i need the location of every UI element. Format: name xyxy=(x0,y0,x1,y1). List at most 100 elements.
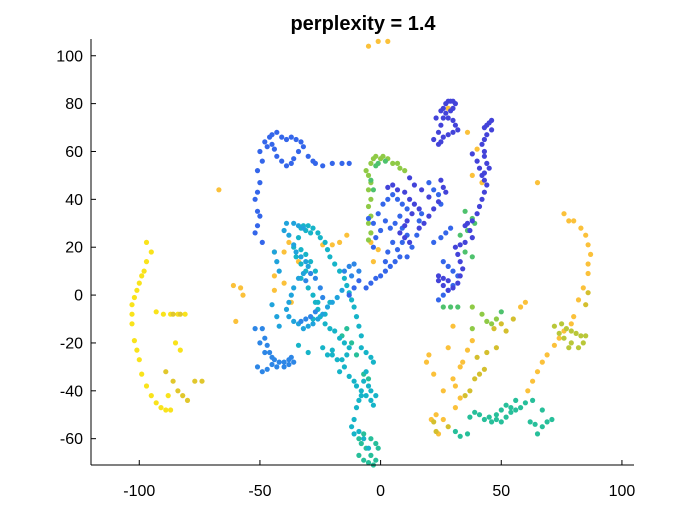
data-point xyxy=(283,220,290,226)
data-point xyxy=(534,180,541,186)
data-point xyxy=(486,165,492,171)
data-point xyxy=(532,421,538,427)
data-point xyxy=(382,158,388,164)
data-point xyxy=(450,129,456,135)
data-point xyxy=(390,160,396,166)
data-point xyxy=(291,220,297,226)
data-point xyxy=(262,139,268,145)
data-point xyxy=(329,347,335,353)
data-point xyxy=(293,254,299,260)
data-point xyxy=(462,249,468,255)
data-point xyxy=(199,378,205,384)
data-point xyxy=(370,220,376,226)
data-point xyxy=(387,263,393,269)
data-point xyxy=(539,407,545,413)
data-point xyxy=(361,378,367,384)
data-point xyxy=(139,273,145,279)
data-point xyxy=(361,457,367,463)
data-point xyxy=(158,405,164,411)
data-point xyxy=(457,232,463,238)
data-point xyxy=(414,232,420,238)
data-point xyxy=(286,361,292,368)
data-point xyxy=(544,352,550,358)
data-point xyxy=(337,369,343,375)
data-point xyxy=(170,311,176,317)
data-point xyxy=(503,328,509,334)
data-point xyxy=(433,428,439,435)
data-point xyxy=(356,323,362,329)
data-point xyxy=(320,311,326,317)
data-point xyxy=(322,321,328,327)
data-point xyxy=(170,378,176,384)
data-point xyxy=(131,294,137,301)
x-tick-label: -100 xyxy=(123,483,155,500)
data-point xyxy=(286,314,292,320)
data-point xyxy=(443,230,449,236)
data-point xyxy=(238,285,244,291)
data-point xyxy=(469,304,475,310)
y-ticks: -60 -40 -20 0 20 40 60 80 100 xyxy=(56,48,96,448)
data-point xyxy=(283,136,290,143)
y-tick-label: 100 xyxy=(56,48,83,65)
data-point xyxy=(440,134,446,140)
data-point xyxy=(399,201,405,207)
data-point xyxy=(300,225,306,231)
data-point xyxy=(457,273,463,279)
data-point xyxy=(462,208,468,214)
data-point xyxy=(378,227,384,234)
data-point xyxy=(440,184,446,190)
data-point xyxy=(481,416,487,423)
data-point xyxy=(281,280,287,286)
data-point xyxy=(264,366,270,372)
data-point xyxy=(450,323,456,329)
data-point xyxy=(457,395,463,401)
data-point xyxy=(358,345,364,351)
data-point xyxy=(392,259,398,265)
data-point xyxy=(431,187,437,193)
data-point xyxy=(476,371,483,377)
data-point xyxy=(566,218,572,224)
data-point xyxy=(370,359,376,365)
data-point xyxy=(351,416,357,423)
data-point xyxy=(373,153,379,159)
data-point xyxy=(416,218,422,224)
data-point xyxy=(305,153,311,159)
data-point xyxy=(353,352,360,358)
data-point xyxy=(435,141,442,147)
data-point xyxy=(329,299,335,305)
data-point xyxy=(578,225,584,231)
data-point xyxy=(327,326,333,332)
data-point xyxy=(329,352,335,358)
data-point xyxy=(286,232,292,238)
data-point xyxy=(551,323,558,329)
data-point xyxy=(445,278,451,284)
data-point xyxy=(365,237,372,243)
data-point xyxy=(580,285,586,291)
data-point xyxy=(346,373,352,379)
data-point xyxy=(254,208,261,214)
data-point xyxy=(353,383,360,389)
data-point xyxy=(308,270,314,277)
data-point xyxy=(310,321,316,327)
data-point xyxy=(450,268,456,274)
data-point xyxy=(368,354,374,360)
data-point xyxy=(163,369,169,375)
data-point xyxy=(397,165,403,171)
x-tick-label: 50 xyxy=(492,483,510,500)
data-point xyxy=(498,407,504,413)
data-point xyxy=(493,412,499,418)
data-point xyxy=(298,261,304,267)
data-point xyxy=(556,330,562,336)
data-point xyxy=(279,158,285,164)
data-point xyxy=(315,316,321,322)
data-point xyxy=(450,376,456,382)
data-point xyxy=(254,364,261,370)
data-point xyxy=(129,311,135,317)
data-point xyxy=(351,285,357,291)
data-point xyxy=(573,330,579,336)
data-point xyxy=(286,239,292,245)
data-point xyxy=(271,357,277,363)
data-point xyxy=(561,335,567,341)
data-point xyxy=(153,400,159,406)
data-point xyxy=(375,38,381,45)
